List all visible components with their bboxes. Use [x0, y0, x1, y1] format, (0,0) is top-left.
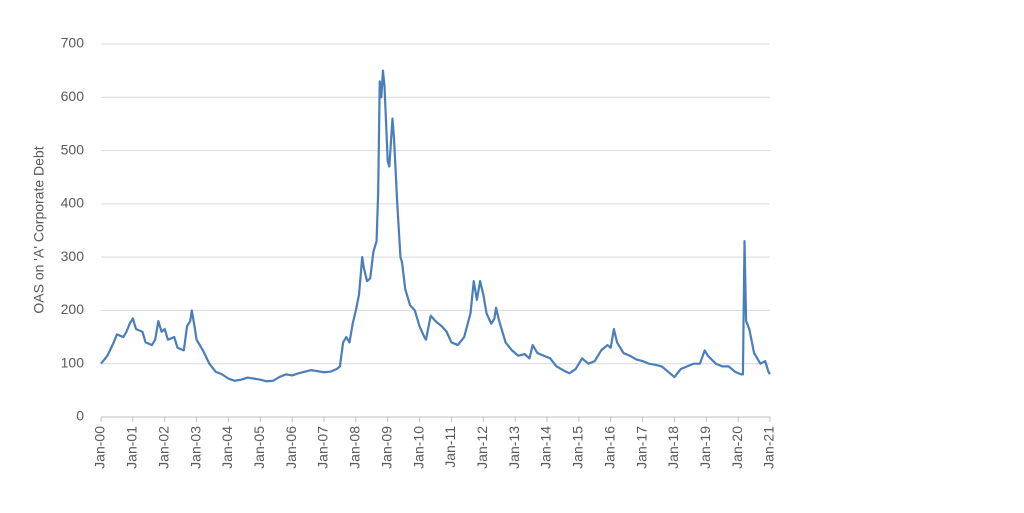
y-tick-label: 600	[61, 88, 85, 104]
x-tick-label: Jan-11	[442, 426, 458, 468]
x-tick-label: Jan-00	[92, 426, 108, 469]
y-axis-label: OAS on 'A' Corporate Debt	[31, 146, 47, 313]
x-tick-label: Jan-04	[219, 426, 235, 469]
line-series	[100, 69, 771, 383]
x-tick-label: Jan-07	[315, 426, 331, 469]
x-tick-label: Jan-08	[347, 426, 363, 469]
x-tick-label: Jan-18	[665, 426, 681, 469]
x-tick-label: Jan-21	[761, 426, 777, 469]
x-tick-label: Jan-17	[633, 426, 649, 469]
x-tick-label: Jan-02	[155, 426, 171, 469]
x-tick-label: Jan-19	[697, 426, 713, 469]
y-tick-label: 200	[61, 301, 85, 317]
x-tick-label: Jan-09	[378, 426, 394, 469]
x-tick-label: Jan-03	[187, 426, 203, 469]
y-tick-label: 0	[76, 408, 84, 424]
y-tick-label: 100	[61, 354, 85, 370]
x-tick-label: Jan-06	[283, 426, 299, 469]
y-tick-label: 700	[61, 35, 85, 51]
x-tick-label: Jan-14	[538, 426, 554, 469]
x-tick-label: Jan-15	[570, 426, 586, 469]
x-tick-label: Jan-16	[601, 426, 617, 469]
x-tick-label: Jan-12	[474, 426, 490, 469]
x-tick-label: Jan-05	[251, 426, 267, 469]
y-tick-label: 500	[61, 141, 85, 157]
x-tick-label: Jan-01	[124, 426, 140, 469]
x-tick-label: Jan-10	[410, 426, 426, 469]
x-tick-label: Jan-13	[506, 426, 522, 469]
x-tick-label: Jan-20	[729, 426, 745, 469]
y-tick-label: 400	[61, 195, 85, 211]
y-tick-label: 300	[61, 248, 85, 264]
